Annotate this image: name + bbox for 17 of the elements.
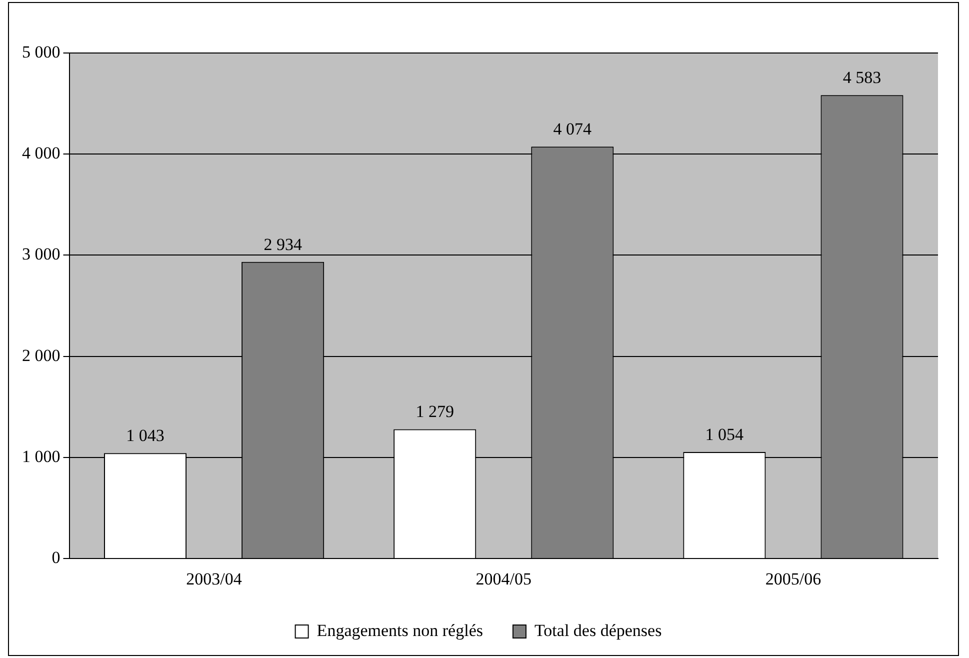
legend-label: Total des dépenses [534,620,662,640]
y-tick-label: 1 000 [22,446,60,466]
data-label: 2 934 [264,234,302,254]
data-label: 1 043 [126,426,164,446]
x-tick-label: 2005/06 [765,569,822,588]
x-tick-label: 2003/04 [186,569,242,588]
y-tick-label: 3 000 [22,244,60,264]
y-tick-label: 2 000 [22,346,60,365]
legend-label: Engagements non réglés [316,620,483,640]
y-tick-label: 4 000 [22,144,60,163]
data-label: 4 583 [842,68,882,88]
y-tick-label: 5 000 [22,42,60,62]
data-label: 1 054 [705,424,744,444]
x-tick-label: 2004/05 [476,569,532,588]
data-label: 4 074 [553,120,592,139]
data-label: 1 279 [416,402,454,422]
y-tick-label: 0 [52,548,60,568]
